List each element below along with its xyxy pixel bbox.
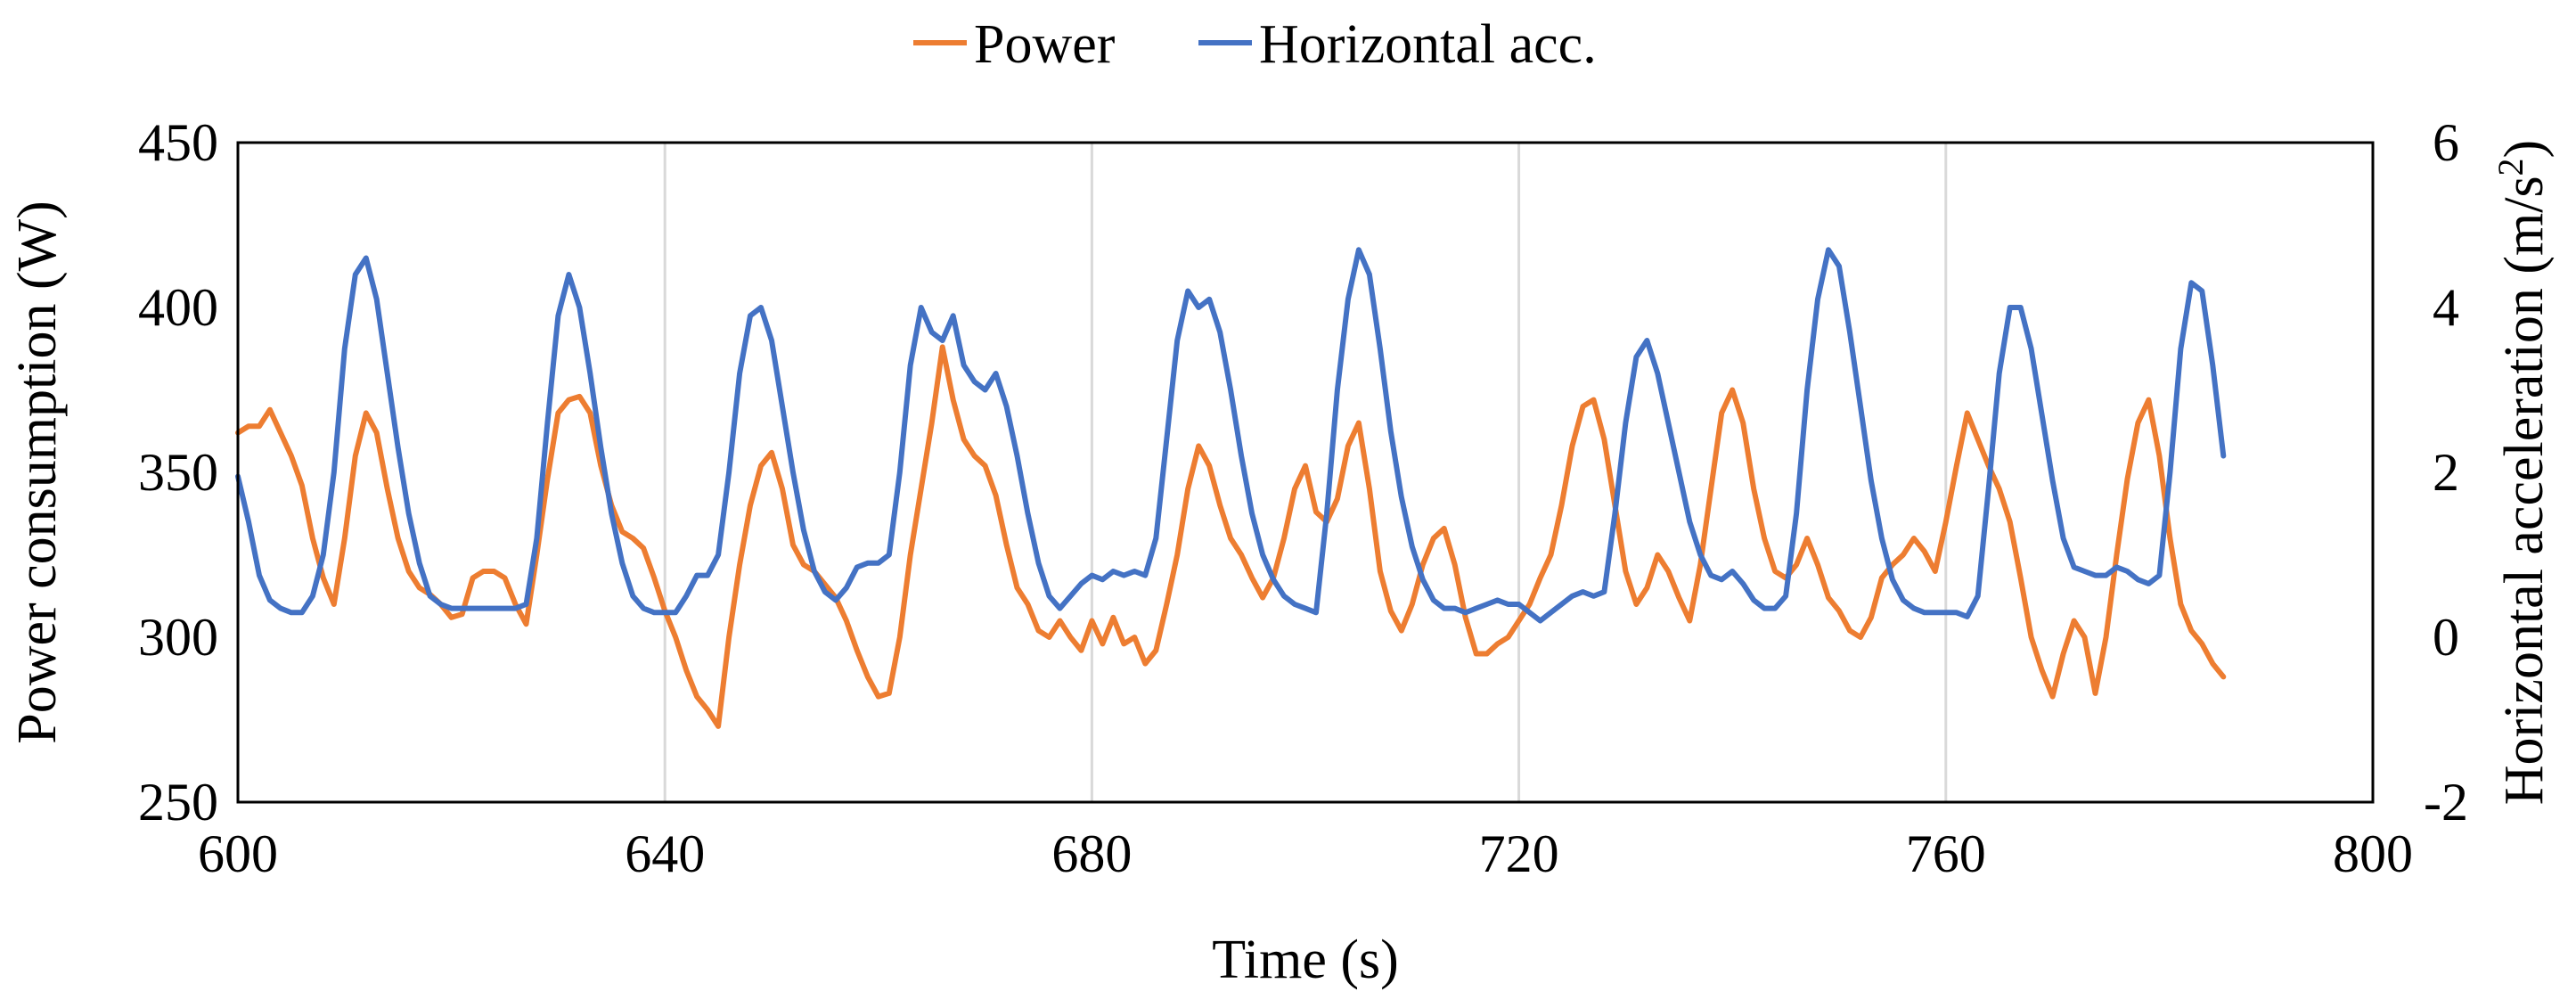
legend: Power Horizontal acc.	[913, 14, 1597, 75]
y-right-tick-label-6: 6	[2433, 113, 2459, 172]
series-line-horizontal-acc	[235, 247, 2227, 624]
x-tick-label-640: 640	[625, 824, 705, 883]
y-axis-right-label-superscript: 2	[2490, 158, 2531, 176]
legend-horizontal-acc-label: Horizontal acc.	[1259, 14, 1597, 75]
series-line-power	[235, 344, 2227, 729]
y-axis-right-label-base: Horizontal acceleration (m/s	[2494, 176, 2555, 805]
y-left-tick-label-350: 350	[138, 443, 218, 502]
y-left-tick-label-450: 450	[138, 113, 218, 172]
y-axis-right-label: Horizontal acceleration (m/s2)	[2490, 140, 2555, 805]
y-right-tick-label-0: 0	[2433, 608, 2459, 667]
y-axis-left-label: Power consumption (W)	[7, 201, 68, 744]
y-right-tick-label--2: -2	[2424, 773, 2468, 832]
tick-labels: 600 640 680 720 760 800 250 300 350 400 450 -2 0 2 4 6	[138, 113, 2468, 883]
x-tick-label-760: 760	[1906, 824, 1986, 883]
y-axis-right-label-end: )	[2494, 140, 2555, 159]
x-tick-label-800: 800	[2333, 824, 2413, 883]
x-tick-label-680: 680	[1051, 824, 1132, 883]
legend-power-label: Power	[974, 14, 1116, 75]
x-tick-label-600: 600	[198, 824, 278, 883]
x-axis-label: Time (s)	[1212, 930, 1399, 990]
y-right-tick-label-4: 4	[2433, 278, 2459, 337]
y-right-tick-label-2: 2	[2433, 443, 2459, 502]
gridlines	[663, 143, 1948, 802]
y-left-tick-label-400: 400	[138, 278, 218, 337]
series-layer	[235, 247, 2227, 729]
plot-frame	[236, 141, 2375, 804]
y-left-tick-label-250: 250	[138, 773, 218, 832]
x-tick-label-720: 720	[1479, 824, 1559, 883]
y-left-tick-label-300: 300	[138, 608, 218, 667]
